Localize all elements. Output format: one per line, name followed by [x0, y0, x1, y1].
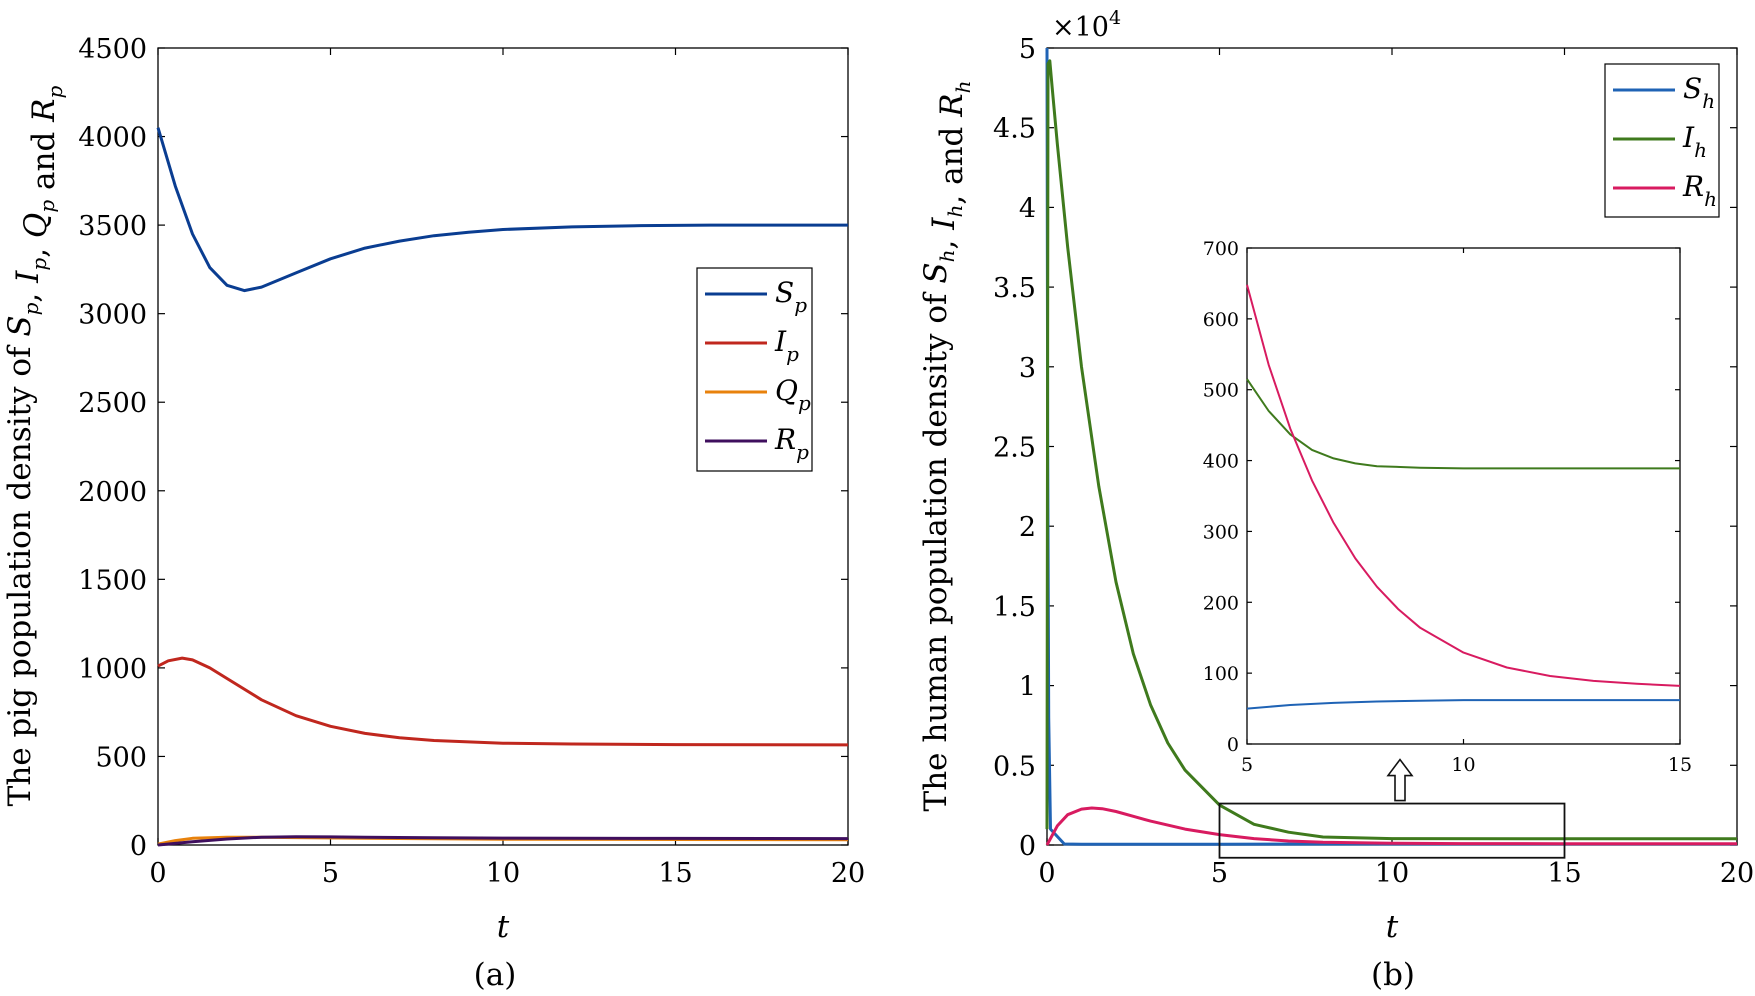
panel-a-ytick-label: 1000	[78, 654, 147, 685]
panel-b-ytick-label: 1	[1019, 672, 1036, 703]
panel-a-ytick-label: 3500	[78, 211, 147, 242]
panel-a: 0 5 10 15 20 0 500 1000 1500 2000 2500 3000 3500 4000…	[2, 34, 865, 993]
panel-b-scale-multiplier: ×104	[1052, 7, 1121, 43]
panel-a-xtick-label: 10	[486, 858, 520, 889]
panel-a-legend-label-qp: Qp	[775, 374, 811, 415]
panel-b-xtick-label: 0	[1038, 858, 1055, 889]
panel-b-legend-label-ih: Ih	[1682, 121, 1707, 162]
zoom-arrow-icon	[1386, 758, 1414, 802]
inset-ticks: 5 10 15 0 100 200 300 400 500 600 700	[1203, 238, 1692, 776]
inset-ytick-label: 600	[1203, 309, 1239, 331]
panel-b-legend-label-rh: Rh	[1682, 170, 1717, 211]
panel-b-zoom	[1218, 758, 1566, 859]
panel-a-ytick-label: 2500	[78, 388, 147, 419]
panel-b-ytick-label: 2.5	[993, 433, 1036, 464]
zoom-region-box	[1218, 802, 1566, 859]
panel-a-ticks: 0 5 10 15 20 0 500 1000 1500 2000 2500 3000 3500 4000…	[78, 34, 865, 889]
panel-a-series-ip	[157, 656, 849, 747]
panel-b-legend-label-sh: Sh	[1683, 72, 1715, 113]
panel-a-legend-box	[696, 267, 813, 472]
panel-b-inset: 5 10 15 0 100 200 300 400 500 600 700	[1203, 238, 1692, 776]
panel-b-ylabel: The human population density of Sh, Ih, …	[918, 81, 975, 812]
panel-a-series-rp	[157, 835, 849, 847]
panel-a-xtick-label: 5	[322, 858, 339, 889]
panel-a-ytick-label: 2000	[78, 477, 147, 508]
panel-b-series	[1045, 47, 1737, 846]
panel-a-ytick-label: 4500	[78, 34, 147, 65]
panel-b-ytick-label: 3	[1019, 353, 1036, 384]
inset-ytick-label: 300	[1203, 521, 1239, 543]
panel-b-xtick-label: 5	[1211, 858, 1228, 889]
inset-ytick-label: 100	[1203, 663, 1239, 685]
panel-a-ytick-label: 500	[95, 742, 147, 773]
panel-b-series-rh	[1045, 806, 1737, 846]
panel-a-legend-label-sp: Sp	[775, 276, 807, 317]
panel-b-scale-base: ×10	[1052, 12, 1109, 43]
panel-b-ytick-label: 4	[1019, 193, 1036, 224]
inset-xtick-label: 5	[1241, 754, 1253, 776]
panel-b: 0 5 10 15 2000.511.522.533.544.55 ×104 t (b)…	[918, 7, 1754, 993]
panel-a-ytick-label: 3000	[78, 300, 147, 331]
inset-ytick-label: 0	[1227, 734, 1239, 756]
inset-series-ih	[1246, 378, 1680, 470]
panel-a-series	[156, 127, 849, 847]
panel-b-ytick-label: 3.5	[993, 273, 1036, 304]
inset-ytick-label: 500	[1203, 380, 1239, 402]
panel-b-xtick-label: 10	[1375, 858, 1409, 889]
panel-a-xtick-label: 0	[149, 858, 166, 889]
inset-series	[1246, 284, 1681, 710]
panel-b-scale-exp: 4	[1109, 7, 1121, 29]
inset-xtick-label: 10	[1451, 754, 1475, 776]
panel-a-legend-label-rp: Rp	[774, 423, 809, 464]
panel-b-label: (b)	[1371, 957, 1415, 993]
panel-a-xlabel: t	[497, 909, 510, 945]
inset-ytick-label: 200	[1203, 592, 1239, 614]
panel-a-xtick-label: 20	[831, 858, 865, 889]
panel-b-xtick-label: 20	[1720, 858, 1754, 889]
inset-background	[1247, 248, 1680, 748]
panel-b-ytick-label: 5	[1019, 34, 1036, 65]
inset-series-rh	[1246, 284, 1681, 687]
panel-a-ylabel: The pig population density of Sp, Ip, Qp…	[2, 86, 67, 807]
inset-ytick-label: 700	[1203, 238, 1239, 260]
panel-a-series-sp	[156, 127, 848, 293]
panel-b-ticks: 0 5 10 15 2000.511.522.533.544.55	[993, 34, 1754, 889]
panel-b-legend: Sh Ih Rh	[1604, 63, 1720, 218]
panel-a-xtick-label: 15	[658, 858, 692, 889]
panel-a-ytick-label: 0	[130, 831, 147, 862]
panel-b-ytick-label: 1.5	[993, 592, 1036, 623]
panel-b-xlabel: t	[1386, 909, 1399, 945]
panel-a-legend: Sp Ip Qp Rp	[696, 267, 813, 472]
inset-xtick-label: 15	[1668, 754, 1692, 776]
panel-a-label: (a)	[474, 957, 517, 993]
panel-b-ytick-label: 2	[1019, 512, 1036, 543]
panel-b-ytick-label: 0.5	[993, 751, 1036, 782]
inset-ytick-label: 400	[1203, 451, 1239, 473]
panel-b-series-ih	[1045, 59, 1737, 841]
panel-a-ytick-label: 4000	[78, 123, 147, 154]
panel-b-ytick-label: 0	[1019, 831, 1036, 862]
panel-a-legend-label-ip: Ip	[774, 325, 799, 366]
inset-series-sh	[1246, 699, 1680, 710]
panel-b-xtick-label: 15	[1547, 858, 1581, 889]
panel-b-ytick-label: 4.5	[993, 114, 1036, 145]
panel-a-ytick-label: 1500	[78, 565, 147, 596]
